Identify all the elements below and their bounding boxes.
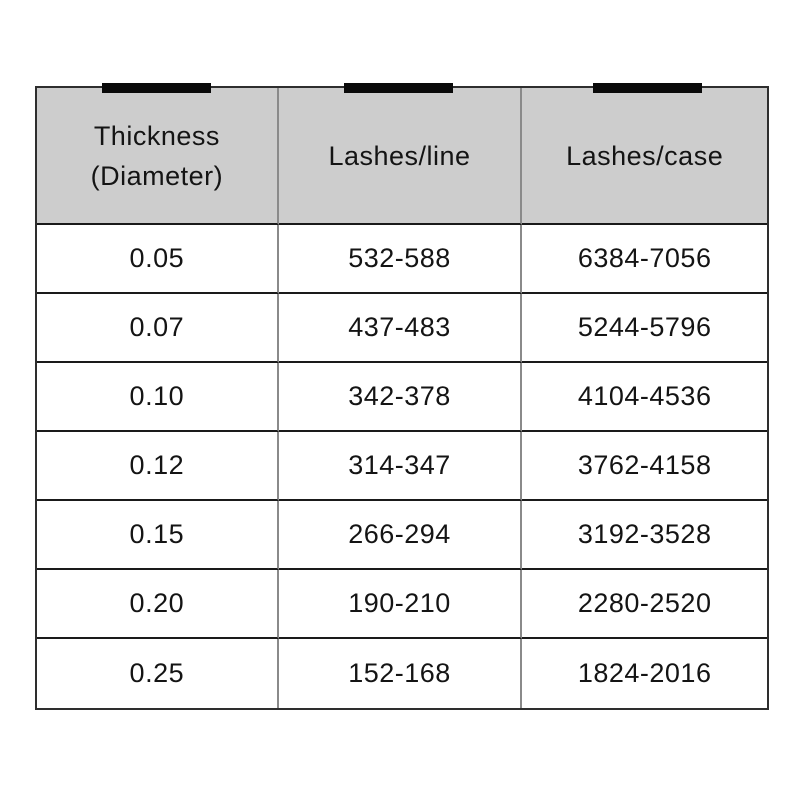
tab-mark-thickness xyxy=(102,83,211,93)
header-cell-lashes-case: Lashes/case xyxy=(522,88,767,225)
cell-thickness: 0.25 xyxy=(37,639,279,708)
cell-lashes-line: 314-347 xyxy=(278,432,523,501)
cell-lashes-case: 5244-5796 xyxy=(522,294,767,363)
cell-lashes-case: 2280-2520 xyxy=(522,570,767,639)
cell-lashes-case: 6384-7056 xyxy=(522,225,767,294)
cell-lashes-case: 1824-2016 xyxy=(522,639,767,708)
cell-lashes-case: 3762-4158 xyxy=(522,432,767,501)
tab-mark-lashes-case xyxy=(593,83,702,93)
header-thickness-line2: (Diameter) xyxy=(90,160,224,191)
lash-count-table: Thickness (Diameter) Lashes/line Lashes/… xyxy=(35,86,769,710)
cell-thickness: 0.15 xyxy=(37,501,279,570)
cell-thickness: 0.07 xyxy=(37,294,279,363)
cell-lashes-line: 532-588 xyxy=(278,225,523,294)
header-cell-lashes-line: Lashes/line xyxy=(278,88,523,225)
cell-lashes-case: 3192-3528 xyxy=(522,501,767,570)
header-thickness-line1: Thickness xyxy=(93,120,220,151)
header-cell-thickness: Thickness (Diameter) xyxy=(37,88,279,225)
tab-mark-lashes-line xyxy=(344,83,453,93)
cell-lashes-line: 152-168 xyxy=(278,639,523,708)
cell-thickness: 0.12 xyxy=(37,432,279,501)
cell-thickness: 0.05 xyxy=(37,225,279,294)
cell-lashes-line: 342-378 xyxy=(278,363,523,432)
cell-thickness: 0.10 xyxy=(37,363,279,432)
cell-thickness: 0.20 xyxy=(37,570,279,639)
cell-lashes-line: 437-483 xyxy=(278,294,523,363)
cell-lashes-case: 4104-4536 xyxy=(522,363,767,432)
cell-lashes-line: 190-210 xyxy=(278,570,523,639)
cell-lashes-line: 266-294 xyxy=(278,501,523,570)
